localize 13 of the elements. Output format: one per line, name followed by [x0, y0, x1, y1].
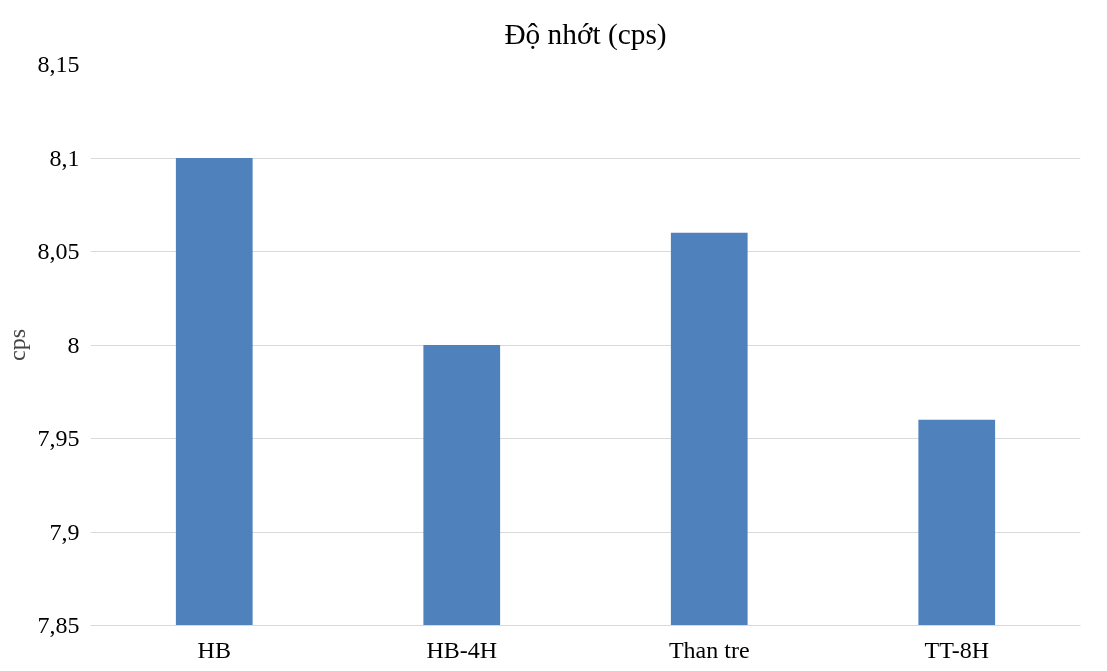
y-tick-label: 7,95 [37, 425, 80, 451]
x-tick-label: TT-8H [924, 636, 989, 663]
x-tick-label: HB-4H [426, 636, 498, 663]
y-tick-label: 8,1 [49, 144, 80, 171]
y-axis-title: cps [3, 329, 30, 361]
x-tick-label: HB [197, 636, 231, 663]
chart-title: Độ nhớt (cps) [504, 17, 667, 51]
x-tick-label: Than tre [668, 636, 750, 663]
y-tick-label: 8,15 [37, 51, 80, 77]
y-tick-label: 8,05 [37, 238, 80, 264]
y-tick-label: 7,9 [49, 518, 80, 545]
y-tick-label: 7,85 [37, 612, 80, 638]
y-tick-label: 8 [67, 331, 80, 358]
